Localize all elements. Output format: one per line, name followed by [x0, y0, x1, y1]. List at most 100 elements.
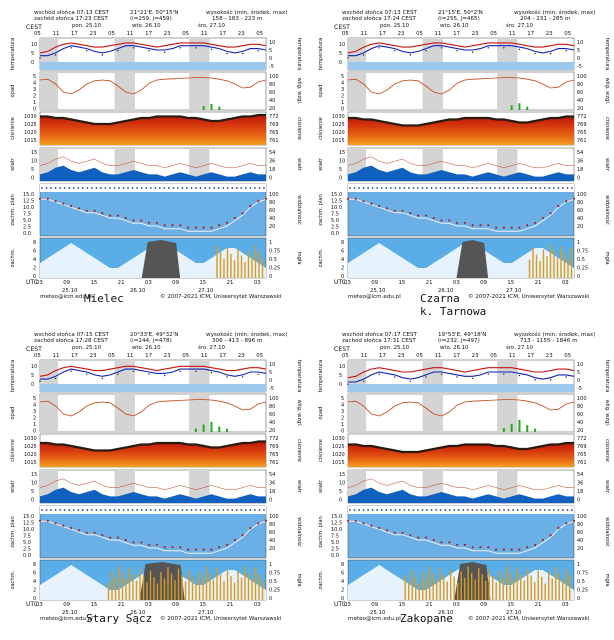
wind-tick-right: 18 [577, 167, 583, 173]
visibility-line [348, 520, 575, 554]
vis-dot [487, 224, 490, 227]
left-axis-title: zachm. plan [318, 194, 324, 226]
vis-tick-right: 60 [269, 208, 275, 214]
hour-label-bottom: 21 [426, 280, 433, 286]
sunset-text: zachód słońca 17:28 CEST [34, 337, 108, 344]
location-caption: Zakopane [400, 612, 453, 625]
wind-arrow [104, 509, 107, 511]
wind-tick: 5 [31, 489, 34, 495]
vis-dot [264, 519, 268, 522]
cloud-tick: 8 [33, 240, 36, 246]
fog-bar [436, 580, 438, 600]
wind-arrow [154, 187, 157, 189]
left-axis-title: zachm. [318, 248, 324, 267]
vis-dot [370, 524, 373, 527]
press-tick-left: 1025 [332, 122, 345, 128]
wind-arrow [548, 509, 551, 511]
hour-label-top: 05 [342, 31, 349, 37]
wind-arrow [77, 509, 80, 511]
heights-label: wysokość (min, środek, max) [206, 331, 287, 338]
wind-arrow [77, 187, 80, 189]
precip-bar [218, 426, 221, 432]
wind-arrow [217, 509, 220, 511]
wind-arrow [99, 509, 102, 511]
press-tick-right: 765 [269, 130, 279, 136]
dewpoint-dot [101, 54, 104, 56]
fog-bar [153, 577, 155, 600]
vis-tick: 2.5 [331, 547, 339, 553]
hour-label-top: 05 [416, 31, 423, 37]
coords-text: 21°21'E, 50°15'N [130, 10, 178, 16]
fog-bar [149, 570, 152, 600]
wind-arrow [90, 509, 93, 511]
day-label-top: pon. 25.10 [72, 23, 102, 29]
wind-arrow [45, 187, 48, 189]
dewpoint-dot [132, 370, 135, 372]
cloud-tick: 4 [341, 579, 344, 585]
fog-bar [542, 249, 545, 278]
vis-dot [440, 219, 443, 222]
temp-tick-right: -5 [269, 64, 274, 70]
vis-dot [502, 226, 505, 229]
temp-tick-right: 0 [577, 56, 580, 62]
cold-band [348, 62, 574, 70]
heights-value: 306 - 413 - 896 m [212, 338, 262, 344]
dewpoint-dot [425, 376, 427, 378]
wind-arrow [475, 509, 478, 511]
wind-arrow [63, 187, 66, 189]
vis-tick: 7.5 [23, 212, 31, 218]
wind-arrow [199, 187, 202, 189]
vis-tick-right: 60 [577, 530, 583, 536]
fog-bar [240, 255, 243, 278]
hour-label-top: 23 [90, 31, 97, 37]
vis-dot [202, 226, 205, 229]
dewpoint-dot [409, 380, 412, 382]
dewpoint-dot [179, 47, 181, 49]
press-tick-right: 761 [269, 138, 279, 144]
wind-arrow [457, 509, 460, 511]
hour-label-top: 05 [108, 353, 115, 359]
hour-label-top: 11 [509, 353, 516, 359]
hour-label-top: 11 [53, 31, 60, 37]
vis-dot [179, 546, 182, 549]
vis-dot [479, 546, 482, 549]
wind-arrow [167, 187, 170, 189]
wind-tick: 0 [339, 498, 342, 504]
vis-dot [456, 543, 459, 546]
vis-tick: 12.5 [23, 199, 34, 205]
fog-bar [560, 246, 562, 278]
dewpoint-dot [226, 52, 228, 55]
fog-bar [439, 568, 441, 600]
wind-arrow [534, 509, 537, 511]
fog-bar [567, 259, 569, 278]
wind-arrow [54, 187, 57, 189]
vis-dot [533, 221, 537, 224]
vis-tick: 5.0 [331, 540, 339, 546]
fog-bar [513, 579, 515, 600]
temp-tick-right: 10 [577, 40, 583, 46]
hour-label-top: 11 [361, 31, 368, 37]
fog-bar [247, 250, 250, 278]
wind-tick: 5 [31, 167, 34, 173]
wind-arrow [462, 509, 465, 511]
dewpoint-dot [210, 372, 213, 374]
humidity-line [347, 77, 575, 95]
wind-arrow [140, 187, 143, 189]
hour-label-bottom: 03 [453, 280, 460, 286]
dewpoint-dot [195, 370, 197, 372]
wind-arrow [254, 187, 256, 189]
vis-dot [140, 541, 143, 544]
vis-dot [510, 548, 513, 551]
vis-dot [572, 519, 576, 522]
humid-tick: 100 [269, 396, 279, 402]
vis-dot [401, 531, 404, 534]
vis-dot [370, 202, 373, 205]
wind-arrow [127, 187, 129, 189]
hour-label-top: 11 [201, 31, 208, 37]
cloud-tick-right: 0.25 [269, 266, 280, 272]
fog-bar [471, 573, 473, 600]
wind-arrow [543, 509, 546, 511]
precip-tick: 4 [33, 403, 36, 409]
vis-dot [116, 214, 120, 217]
wind-tick-right: 18 [269, 489, 275, 495]
